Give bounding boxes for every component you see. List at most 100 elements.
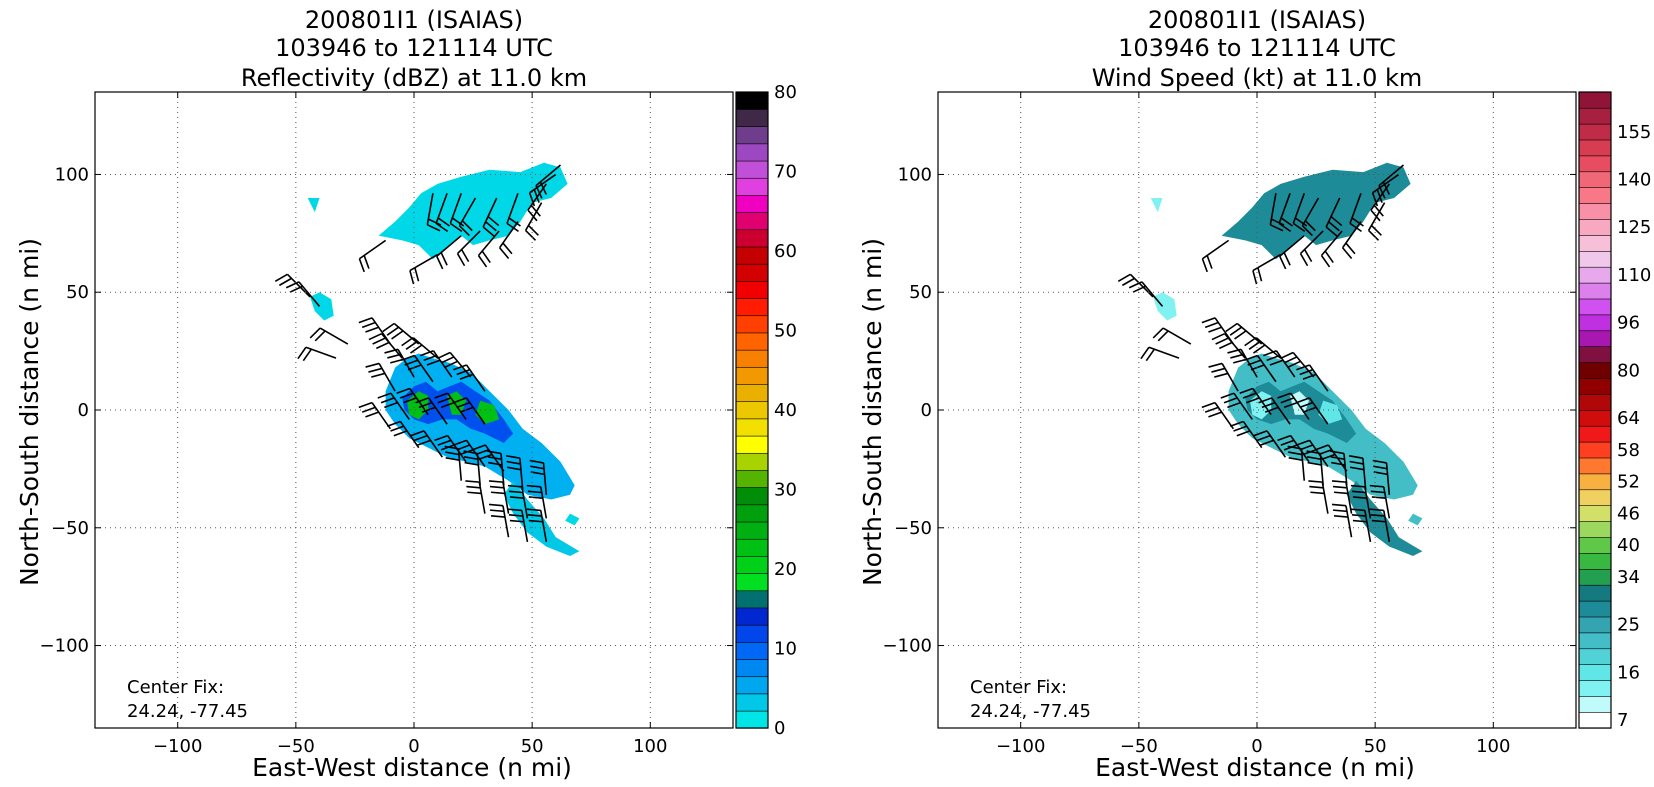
barb-flag bbox=[459, 406, 474, 413]
barb-flag bbox=[401, 336, 414, 347]
barb-flag bbox=[1328, 221, 1340, 232]
colorbar-bin bbox=[1578, 616, 1612, 634]
colorbar-bin bbox=[1578, 457, 1612, 475]
wind-barb bbox=[1341, 221, 1362, 260]
wind-barb bbox=[1220, 392, 1253, 420]
colorbar-bin bbox=[1578, 441, 1612, 459]
colorbar-bin bbox=[735, 126, 769, 145]
wind-barbs bbox=[1117, 164, 1405, 543]
barb-flag bbox=[363, 255, 370, 269]
wind-barb bbox=[1299, 230, 1324, 267]
barb-flag bbox=[526, 484, 541, 488]
barb-flag bbox=[435, 222, 449, 233]
barb-flag bbox=[1152, 327, 1164, 339]
wind-barb bbox=[1277, 392, 1310, 420]
barb-flag bbox=[508, 490, 523, 494]
colorbar-tick-label: 16 bbox=[1617, 662, 1640, 683]
wind-barb bbox=[477, 230, 500, 268]
barb-flag bbox=[440, 401, 455, 409]
colorbar-bin bbox=[735, 401, 769, 420]
barb-flag bbox=[368, 332, 382, 341]
wind-barb bbox=[1117, 273, 1154, 298]
barb-flag bbox=[1350, 484, 1365, 488]
barb-flag bbox=[478, 453, 493, 461]
colorbar-bin bbox=[735, 332, 769, 351]
barb-flag bbox=[444, 445, 459, 450]
barb-flag bbox=[1370, 224, 1382, 236]
barb-flag bbox=[437, 217, 451, 227]
barb-flag bbox=[428, 218, 442, 226]
colorbar-tick-label: 155 bbox=[1617, 122, 1651, 143]
y-tick-label: −100 bbox=[40, 636, 89, 657]
barb-flag bbox=[1373, 465, 1388, 470]
barb-flag bbox=[530, 204, 541, 217]
barb-flag bbox=[1218, 341, 1233, 350]
barb-flag bbox=[507, 508, 522, 512]
barb-flag bbox=[1204, 406, 1219, 413]
barb-flag bbox=[386, 326, 400, 336]
barb-flag bbox=[302, 348, 313, 362]
colorbar-bin bbox=[1578, 536, 1612, 554]
barb-flag bbox=[1214, 372, 1229, 378]
barb-flag bbox=[409, 270, 415, 285]
colorbar-bin bbox=[1578, 203, 1612, 220]
wind-barb bbox=[1349, 193, 1364, 233]
wind-barb bbox=[1350, 484, 1372, 519]
y-axis-label: North-South distance (n mi) bbox=[858, 238, 887, 586]
colorbar-bin bbox=[735, 469, 769, 488]
barb-flag bbox=[1264, 406, 1279, 413]
wind-barb bbox=[1244, 336, 1282, 359]
wind-barb bbox=[297, 346, 337, 362]
barb-flag bbox=[1382, 181, 1391, 195]
barb-flag bbox=[1145, 348, 1156, 362]
y-tick-label: 50 bbox=[909, 282, 932, 303]
barb-flag bbox=[365, 362, 380, 368]
barb-flag bbox=[477, 255, 488, 268]
colorbar-tick-label: 20 bbox=[774, 559, 797, 580]
colorbar-bin bbox=[1578, 679, 1612, 697]
wind-speed-panel: 200801I1 (ISAIAS) 103946 to 121114 UTC W… bbox=[858, 6, 1651, 782]
wind-barb bbox=[358, 401, 392, 430]
wind-barb bbox=[463, 450, 481, 486]
y-tick-label: 50 bbox=[66, 282, 89, 303]
barb-flag bbox=[1247, 359, 1262, 366]
barb-flag bbox=[1208, 411, 1222, 418]
wind-barb bbox=[1244, 354, 1277, 383]
barb-flag bbox=[423, 354, 438, 362]
barb-flag bbox=[488, 480, 504, 483]
barb-flag bbox=[1333, 515, 1349, 518]
barb-flag bbox=[297, 346, 307, 360]
colorbar-bin bbox=[1578, 171, 1612, 189]
colorbar-bin bbox=[1578, 91, 1612, 109]
barb-flag bbox=[487, 215, 500, 227]
colorbar-bin bbox=[735, 676, 769, 695]
barb-flag bbox=[1351, 514, 1366, 517]
wind-barb bbox=[453, 364, 486, 392]
title-line-3: Reflectivity (dBZ) at 11.0 km bbox=[241, 64, 587, 92]
barb-flag bbox=[509, 496, 524, 499]
barb-flag bbox=[382, 322, 395, 333]
barb-flag bbox=[507, 484, 522, 488]
wind-barb bbox=[1350, 508, 1372, 543]
wind-barb bbox=[1280, 351, 1315, 378]
barb-flag bbox=[530, 465, 545, 470]
barb-flag bbox=[463, 456, 479, 461]
colorbar-bin bbox=[1578, 489, 1612, 507]
barb-flag bbox=[1280, 217, 1294, 227]
barb-flag bbox=[1306, 456, 1322, 461]
barb-flag bbox=[1332, 485, 1348, 489]
colorbar-bin bbox=[735, 521, 769, 540]
wind-barb bbox=[1308, 480, 1329, 514]
barb-flag bbox=[285, 281, 300, 289]
wind-barb bbox=[456, 230, 481, 267]
colorbar-bin bbox=[1578, 234, 1612, 252]
title-line-2: 103946 to 121114 UTC bbox=[1118, 34, 1396, 62]
barb-flag bbox=[464, 461, 479, 466]
colorbar-tick-label: 7 bbox=[1617, 710, 1628, 731]
barb-flag bbox=[539, 181, 548, 195]
center-fix-label: Center Fix: bbox=[127, 677, 224, 698]
barb-flag bbox=[410, 344, 423, 354]
wind-barb bbox=[1201, 317, 1235, 345]
barb-flag bbox=[401, 354, 415, 362]
barb-flag bbox=[1252, 270, 1258, 285]
